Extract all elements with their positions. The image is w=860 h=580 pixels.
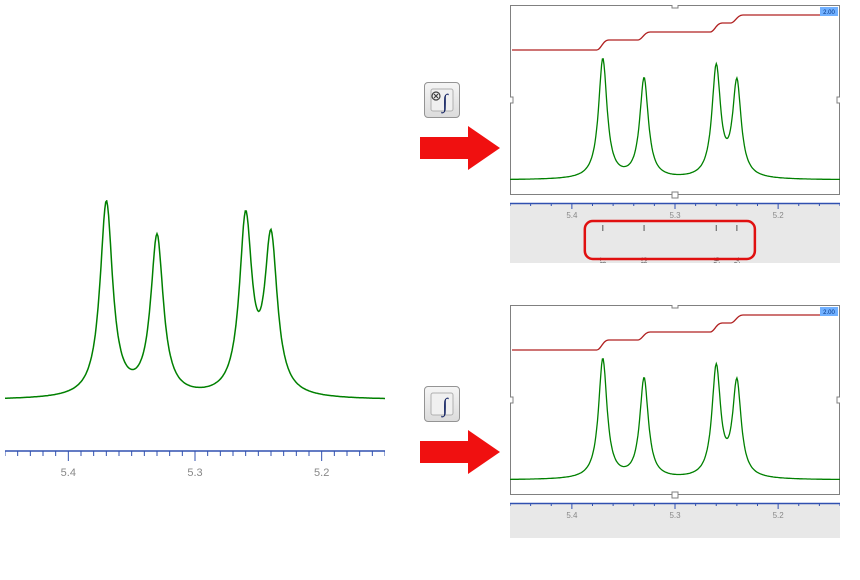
resize-handle[interactable] — [510, 397, 513, 403]
integral-value: 2.00 — [823, 10, 835, 16]
axis-tick-label: 5.4 — [566, 211, 578, 220]
axis-tick-label: 5.4 — [566, 511, 578, 520]
resize-handle[interactable] — [672, 192, 678, 198]
resize-handle[interactable] — [837, 97, 840, 103]
integral-value: 2.00 — [823, 310, 835, 316]
axis-tick-label: 5.3 — [669, 511, 681, 520]
axis-tick-label: 5.3 — [187, 467, 202, 479]
selection-box[interactable] — [511, 306, 840, 495]
arrow-icon — [420, 126, 500, 175]
resize-handle[interactable] — [837, 397, 840, 403]
arrow-icon — [420, 430, 500, 474]
resize-handle[interactable] — [672, 5, 678, 8]
axis-tick-label: 5.2 — [314, 467, 329, 479]
spectrum-trace — [5, 201, 385, 399]
result-spectrum-top: 2.005.45.35.25.375.335.265.24 — [510, 5, 840, 263]
resize-handle[interactable] — [672, 492, 678, 498]
arrow-icon — [420, 430, 500, 479]
auto-integrate-button[interactable]: ∫ — [424, 82, 460, 118]
result-spectrum-bottom: 2.00 5.4 5.3 5.2 — [510, 305, 840, 538]
integrate-button[interactable]: ∫ — [424, 386, 460, 422]
resize-handle[interactable] — [672, 305, 678, 308]
arrow-icon — [420, 126, 500, 170]
axis-tick-label: 5.3 — [669, 211, 681, 220]
axis-tick-label: 5.2 — [773, 511, 785, 520]
source-spectrum-panel: 5.4 5.3 5.2 — [5, 200, 385, 490]
resize-handle[interactable] — [510, 97, 513, 103]
axis-tick-label: 5.4 — [61, 467, 76, 479]
selection-box[interactable] — [511, 6, 840, 195]
axis-tick-label: 5.2 — [773, 211, 785, 220]
